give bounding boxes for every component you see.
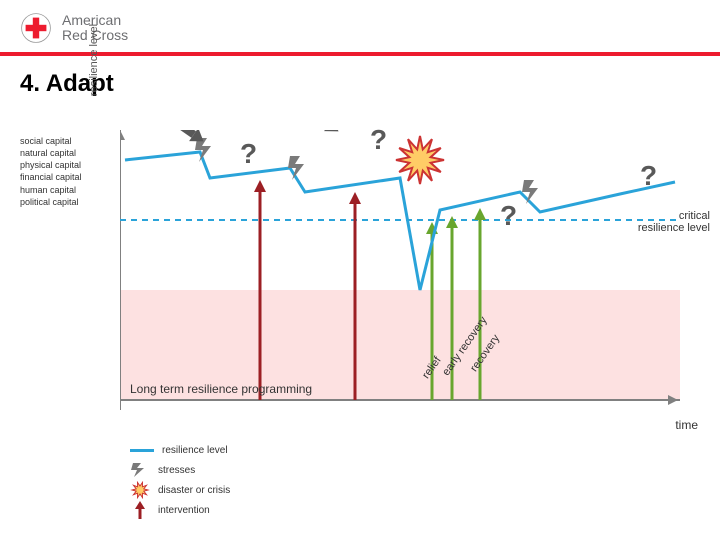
y-axis-label: resilience level — [88, 0, 100, 130]
legend-item: resilience level — [130, 440, 230, 460]
page-title: 4. Adapt — [0, 56, 720, 104]
legend-label: stresses — [158, 465, 195, 476]
legend-arrow-icon — [130, 501, 150, 519]
question-mark: ? — [370, 124, 387, 156]
legend-stress-icon — [130, 463, 150, 477]
intervention-arrowhead — [446, 216, 458, 228]
legend-label: disaster or crisis — [158, 485, 230, 496]
intervention-arrowhead — [349, 192, 361, 204]
legend-item: intervention — [130, 500, 230, 520]
intervention-arrowhead — [474, 208, 486, 220]
question-mark: ? — [500, 200, 517, 232]
x-axis-label: time — [675, 418, 698, 432]
legend-burst-icon — [130, 481, 150, 499]
band-label: Long term resilience programming — [130, 382, 312, 396]
down-arrow-icon — [311, 130, 343, 138]
legend: resilience level stresses disaster or cris… — [130, 440, 230, 520]
critical-label: criticalresilience level — [620, 210, 710, 234]
resilience-chart: ???? reliefearly recoveryrecovery Long t… — [20, 130, 700, 430]
y-axis-arrow — [120, 130, 125, 140]
logo-icon — [20, 12, 52, 44]
legend-item: disaster or crisis — [130, 480, 230, 500]
question-mark: ? — [240, 138, 257, 170]
legend-item: stresses — [130, 460, 230, 480]
burst-icon — [396, 136, 444, 184]
legend-label: intervention — [158, 505, 210, 516]
legend-label: resilience level — [162, 445, 228, 456]
legend-line-icon — [130, 449, 154, 452]
question-mark: ? — [640, 160, 657, 192]
intervention-arrowhead — [254, 180, 266, 192]
header: AmericanRed Cross — [0, 0, 720, 52]
